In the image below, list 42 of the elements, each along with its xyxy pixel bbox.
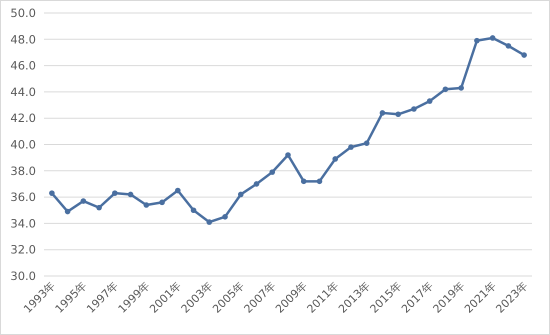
point [474,38,480,44]
point [300,178,307,184]
point [426,98,432,104]
point [269,169,276,175]
point [506,43,512,49]
point [316,178,322,184]
point [521,52,527,58]
y-tick-label: 50.0 [10,6,36,20]
y-tick-label: 36.0 [10,190,36,204]
point [380,110,386,116]
point [458,85,464,91]
point [80,198,86,204]
point [128,192,134,198]
y-tick-label: 42.0 [10,111,36,126]
point [190,207,196,214]
y-tick-label: 30.0 [10,269,36,283]
point [348,144,354,150]
y-tick-label: 46.0 [10,58,36,73]
point [238,192,244,198]
y-tick-label: 44.0 [10,84,36,99]
point [222,214,228,220]
point [159,200,165,206]
point [112,190,118,196]
point [64,208,70,214]
y-tick-label: 40.0 [10,138,36,152]
y-tick-label: 32.0 [10,242,36,257]
point [411,106,417,112]
point [442,86,448,92]
y-tick-label: 34.0 [10,216,36,230]
point [285,152,291,158]
point [254,181,260,187]
y-tick-label: 38.0 [10,164,36,178]
point [490,35,496,41]
point [144,202,150,208]
point [395,111,401,118]
point [175,188,181,194]
point [96,204,102,210]
y-tick-label: 48.0 [10,32,36,46]
point [364,140,370,146]
point [206,219,212,225]
point [332,156,338,162]
point [49,190,55,196]
